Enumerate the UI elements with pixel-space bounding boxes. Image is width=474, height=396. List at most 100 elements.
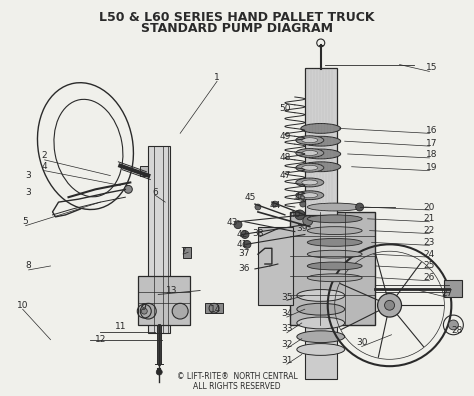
Ellipse shape <box>297 289 345 301</box>
Ellipse shape <box>307 238 362 246</box>
Ellipse shape <box>302 138 318 143</box>
Ellipse shape <box>297 317 345 329</box>
Text: 7: 7 <box>180 247 186 256</box>
Circle shape <box>384 300 394 310</box>
Text: 19: 19 <box>426 163 437 172</box>
Text: 1: 1 <box>214 73 220 82</box>
Ellipse shape <box>302 165 318 170</box>
Text: 28: 28 <box>452 326 463 335</box>
Circle shape <box>356 203 364 211</box>
Bar <box>140 166 152 175</box>
Bar <box>445 280 462 297</box>
Text: 2: 2 <box>42 151 47 160</box>
Ellipse shape <box>302 180 318 185</box>
Ellipse shape <box>301 136 341 146</box>
Ellipse shape <box>307 227 362 234</box>
Bar <box>290 212 374 325</box>
Text: 18: 18 <box>426 150 437 160</box>
Text: 42: 42 <box>237 230 247 239</box>
Ellipse shape <box>297 303 345 315</box>
Text: 27: 27 <box>442 289 453 298</box>
Text: 22: 22 <box>424 226 435 235</box>
Circle shape <box>156 369 162 375</box>
Ellipse shape <box>296 163 324 172</box>
Circle shape <box>255 204 261 210</box>
Circle shape <box>234 221 242 228</box>
Ellipse shape <box>297 331 345 343</box>
Text: 12: 12 <box>95 335 106 344</box>
Bar <box>138 276 190 325</box>
Bar <box>205 303 223 313</box>
Bar <box>183 248 191 258</box>
Text: 50: 50 <box>279 104 291 113</box>
Text: 14: 14 <box>210 305 222 314</box>
Text: 10: 10 <box>17 301 28 310</box>
Text: 4: 4 <box>42 162 47 171</box>
Ellipse shape <box>307 262 362 270</box>
Text: 35: 35 <box>281 293 292 302</box>
Circle shape <box>303 216 313 226</box>
Text: 3: 3 <box>26 171 31 180</box>
Text: 3: 3 <box>26 188 31 197</box>
Text: 17: 17 <box>426 139 437 148</box>
Circle shape <box>241 230 249 238</box>
Text: 31: 31 <box>281 356 292 365</box>
Ellipse shape <box>302 150 318 156</box>
Text: 46: 46 <box>294 193 306 202</box>
Bar <box>258 227 293 305</box>
Circle shape <box>272 201 278 207</box>
Text: 45: 45 <box>244 193 255 202</box>
Text: 36: 36 <box>238 265 250 273</box>
Text: © LIFT-RITE®  NORTH CENTRAL
ALL RIGHTS RESERVED: © LIFT-RITE® NORTH CENTRAL ALL RIGHTS RE… <box>177 372 297 392</box>
Text: 37: 37 <box>238 249 250 258</box>
Text: 16: 16 <box>426 126 437 135</box>
Ellipse shape <box>296 136 324 145</box>
Bar <box>148 146 170 333</box>
Ellipse shape <box>302 193 318 198</box>
Circle shape <box>378 293 401 317</box>
Circle shape <box>300 201 306 207</box>
Text: 39: 39 <box>296 224 308 233</box>
Circle shape <box>140 303 156 319</box>
Circle shape <box>448 320 458 330</box>
Circle shape <box>243 240 251 248</box>
Text: 24: 24 <box>424 250 435 259</box>
Ellipse shape <box>301 162 341 171</box>
Text: STANDARD PUMP DIAGRAM: STANDARD PUMP DIAGRAM <box>141 22 333 35</box>
Text: 38: 38 <box>252 229 264 238</box>
Text: 23: 23 <box>424 238 435 247</box>
Text: 30: 30 <box>356 338 367 347</box>
Ellipse shape <box>301 149 341 159</box>
Text: 8: 8 <box>26 261 31 270</box>
Text: 26: 26 <box>424 273 435 282</box>
Circle shape <box>295 210 305 220</box>
Ellipse shape <box>296 191 324 200</box>
Text: 43: 43 <box>226 218 237 227</box>
Text: 11: 11 <box>115 322 126 331</box>
Ellipse shape <box>297 344 345 355</box>
Ellipse shape <box>307 250 362 258</box>
Text: 44: 44 <box>269 200 281 209</box>
Text: 13: 13 <box>166 286 178 295</box>
Text: 32: 32 <box>281 340 292 349</box>
Text: 9: 9 <box>140 303 146 312</box>
Text: 21: 21 <box>424 214 435 223</box>
Text: 47: 47 <box>279 171 291 180</box>
Text: 25: 25 <box>424 261 435 270</box>
Text: 5: 5 <box>23 217 28 226</box>
Text: 33: 33 <box>281 324 292 333</box>
Ellipse shape <box>307 274 362 282</box>
Text: 48: 48 <box>279 153 291 162</box>
Bar <box>305 67 337 215</box>
Text: 15: 15 <box>426 63 437 72</box>
Circle shape <box>141 308 147 314</box>
Text: L50 & L60 SERIES HAND PALLET TRUCK: L50 & L60 SERIES HAND PALLET TRUCK <box>99 11 375 23</box>
Ellipse shape <box>307 203 362 211</box>
Text: 40: 40 <box>289 210 301 219</box>
Circle shape <box>124 185 132 193</box>
Text: 41: 41 <box>237 240 248 249</box>
Ellipse shape <box>307 215 362 223</box>
Ellipse shape <box>301 124 341 133</box>
Ellipse shape <box>296 178 324 187</box>
Ellipse shape <box>296 148 324 157</box>
